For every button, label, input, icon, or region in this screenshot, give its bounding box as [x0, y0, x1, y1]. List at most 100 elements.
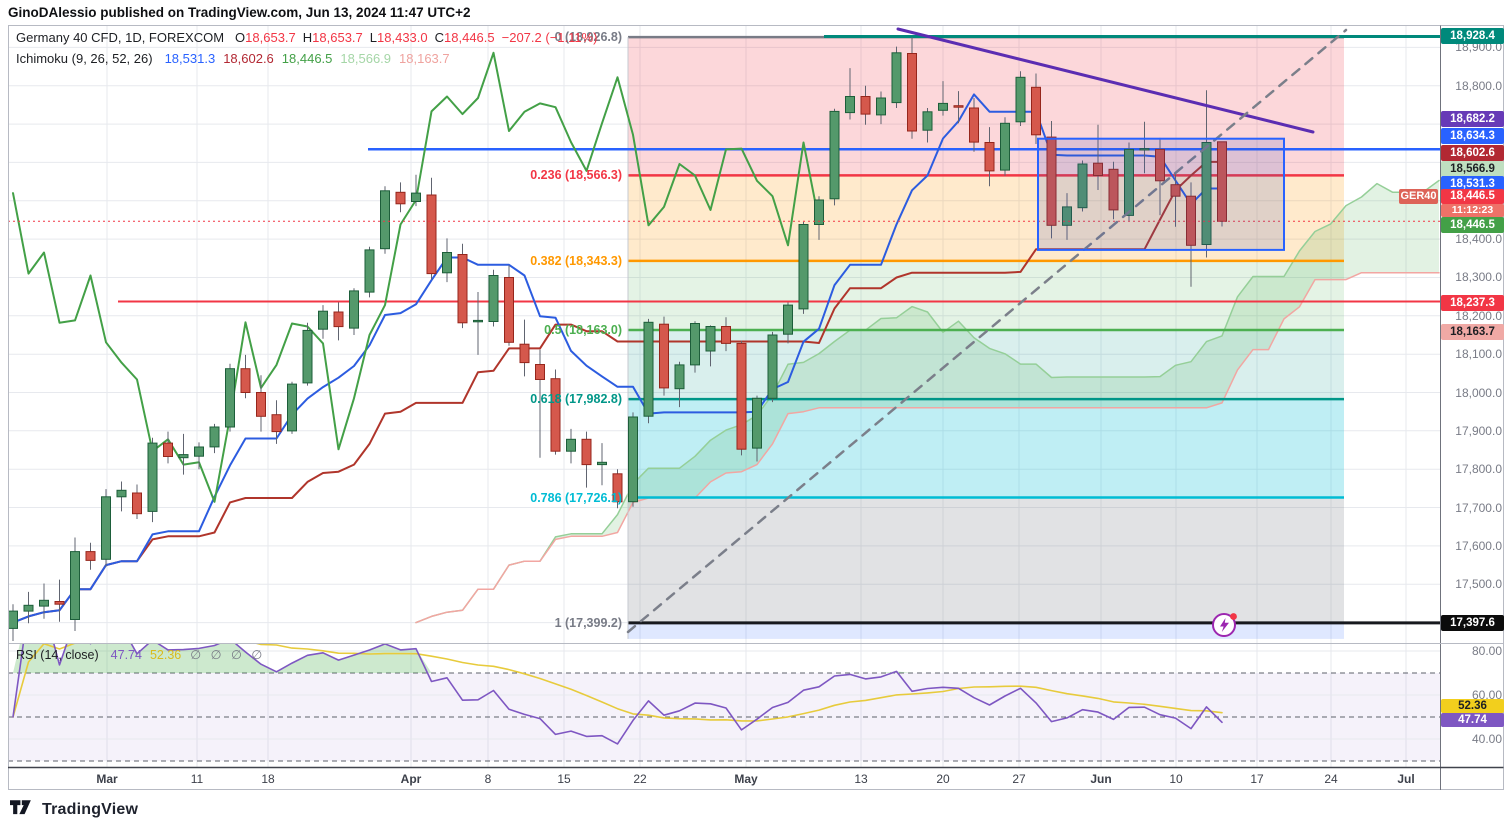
candle	[318, 310, 328, 330]
senkou-a-line[interactable]	[415, 179, 1440, 624]
candle	[581, 438, 592, 466]
footer-bar[interactable]: TradingView	[10, 800, 138, 820]
candle	[364, 249, 375, 293]
brand-name: TradingView	[42, 801, 139, 818]
candle	[1015, 76, 1026, 123]
symbol-title[interactable]: Germany 40 CFD, 1D, FOREXCOM	[16, 30, 225, 45]
rsi-pane[interactable]	[8, 607, 1440, 767]
candle	[23, 604, 34, 612]
candle	[1201, 142, 1212, 245]
candle	[1031, 86, 1041, 136]
pane-borders	[8, 25, 1504, 790]
candle	[1155, 148, 1165, 182]
candle	[380, 190, 390, 250]
candle	[426, 194, 437, 275]
tradingview-logo-icon	[10, 800, 31, 815]
symbol-legend[interactable]: Germany 40 CFD, 1D, FOREXCOM O18,653.7 H18…	[16, 30, 598, 45]
candle	[178, 454, 189, 459]
candle	[54, 601, 65, 605]
candle	[1217, 141, 1227, 222]
candle	[705, 326, 716, 352]
candle	[333, 311, 344, 328]
candle	[876, 97, 886, 116]
candle	[70, 551, 80, 620]
rsi-legend[interactable]: RSI (14, close) 47.74 52.36 ∅ ∅ ∅ ∅	[16, 647, 265, 662]
candle	[783, 304, 793, 335]
candle	[938, 102, 948, 111]
ichimoku-legend[interactable]: Ichimoku (9, 26, 52, 26) 18,531.3 18,602.6…	[16, 51, 450, 66]
ohlc-item: O18,653.7	[235, 30, 296, 45]
candle	[597, 461, 607, 466]
candle	[1108, 168, 1119, 211]
candle	[1062, 206, 1072, 226]
ichimoku-title[interactable]: Ichimoku (9, 26, 52, 26)	[16, 51, 153, 66]
candle	[674, 364, 685, 390]
candle	[891, 52, 902, 104]
ohlc-item: H18,653.7	[302, 30, 363, 45]
candle	[147, 442, 158, 512]
kijun-line[interactable]	[12, 160, 1223, 624]
candle	[85, 551, 96, 561]
candle	[504, 277, 514, 343]
candle	[116, 489, 127, 498]
ichimoku-value: 18,566.9	[340, 51, 392, 66]
candle	[845, 96, 855, 114]
trendline[interactable]	[626, 28, 1348, 634]
candle	[1124, 148, 1134, 216]
candle	[1186, 195, 1196, 246]
alert-dot	[1230, 613, 1237, 620]
candle	[39, 599, 49, 607]
candle	[752, 397, 762, 449]
rectangle-drawing[interactable]	[1037, 137, 1285, 251]
senkou-b-line[interactable]	[415, 271, 1440, 624]
candles-layer[interactable]	[8, 37, 1227, 641]
candle	[457, 254, 468, 324]
candle	[1139, 148, 1150, 151]
candle	[225, 368, 235, 428]
candle	[721, 326, 731, 344]
candle	[287, 383, 297, 432]
candle	[736, 342, 747, 450]
candle	[8, 610, 18, 629]
rsi-hidden-plots: ∅ ∅ ∅ ∅	[190, 648, 266, 662]
candle	[907, 53, 917, 132]
candle	[302, 329, 313, 384]
candle	[612, 473, 623, 503]
rsi-line[interactable]	[12, 607, 1223, 745]
candle	[566, 438, 576, 452]
candle	[860, 96, 871, 115]
ichimoku-value: 18,602.6	[223, 51, 274, 66]
candle	[1000, 122, 1010, 171]
candle	[814, 199, 824, 225]
candle	[271, 414, 282, 433]
candle	[209, 426, 220, 448]
candle	[411, 192, 421, 203]
fib-band	[628, 399, 1344, 498]
candle	[1093, 162, 1103, 176]
ichimoku-value: 18,163.7	[399, 51, 450, 66]
candle	[240, 368, 251, 394]
candle	[829, 110, 840, 200]
candle	[194, 446, 204, 457]
candle	[767, 334, 778, 399]
rsi-title[interactable]: RSI (14, close)	[16, 648, 99, 662]
candle	[101, 496, 111, 560]
candle	[132, 492, 142, 515]
candle	[442, 252, 452, 274]
candle	[628, 416, 638, 503]
ohlc-item: C18,446.5	[434, 30, 495, 45]
ichimoku-value: 18,446.5	[281, 51, 333, 66]
candle	[643, 321, 654, 417]
candle	[1170, 184, 1181, 197]
candle	[953, 105, 964, 108]
rsi-ma-line[interactable]	[12, 637, 1223, 722]
candle	[798, 224, 809, 310]
candle	[256, 392, 266, 417]
fib-band	[628, 497, 1344, 623]
candle	[349, 290, 359, 329]
rsi-ma-value: 52.36	[149, 648, 182, 662]
alert-lightning-button[interactable]	[1210, 609, 1240, 639]
price-pane[interactable]	[8, 25, 1440, 643]
